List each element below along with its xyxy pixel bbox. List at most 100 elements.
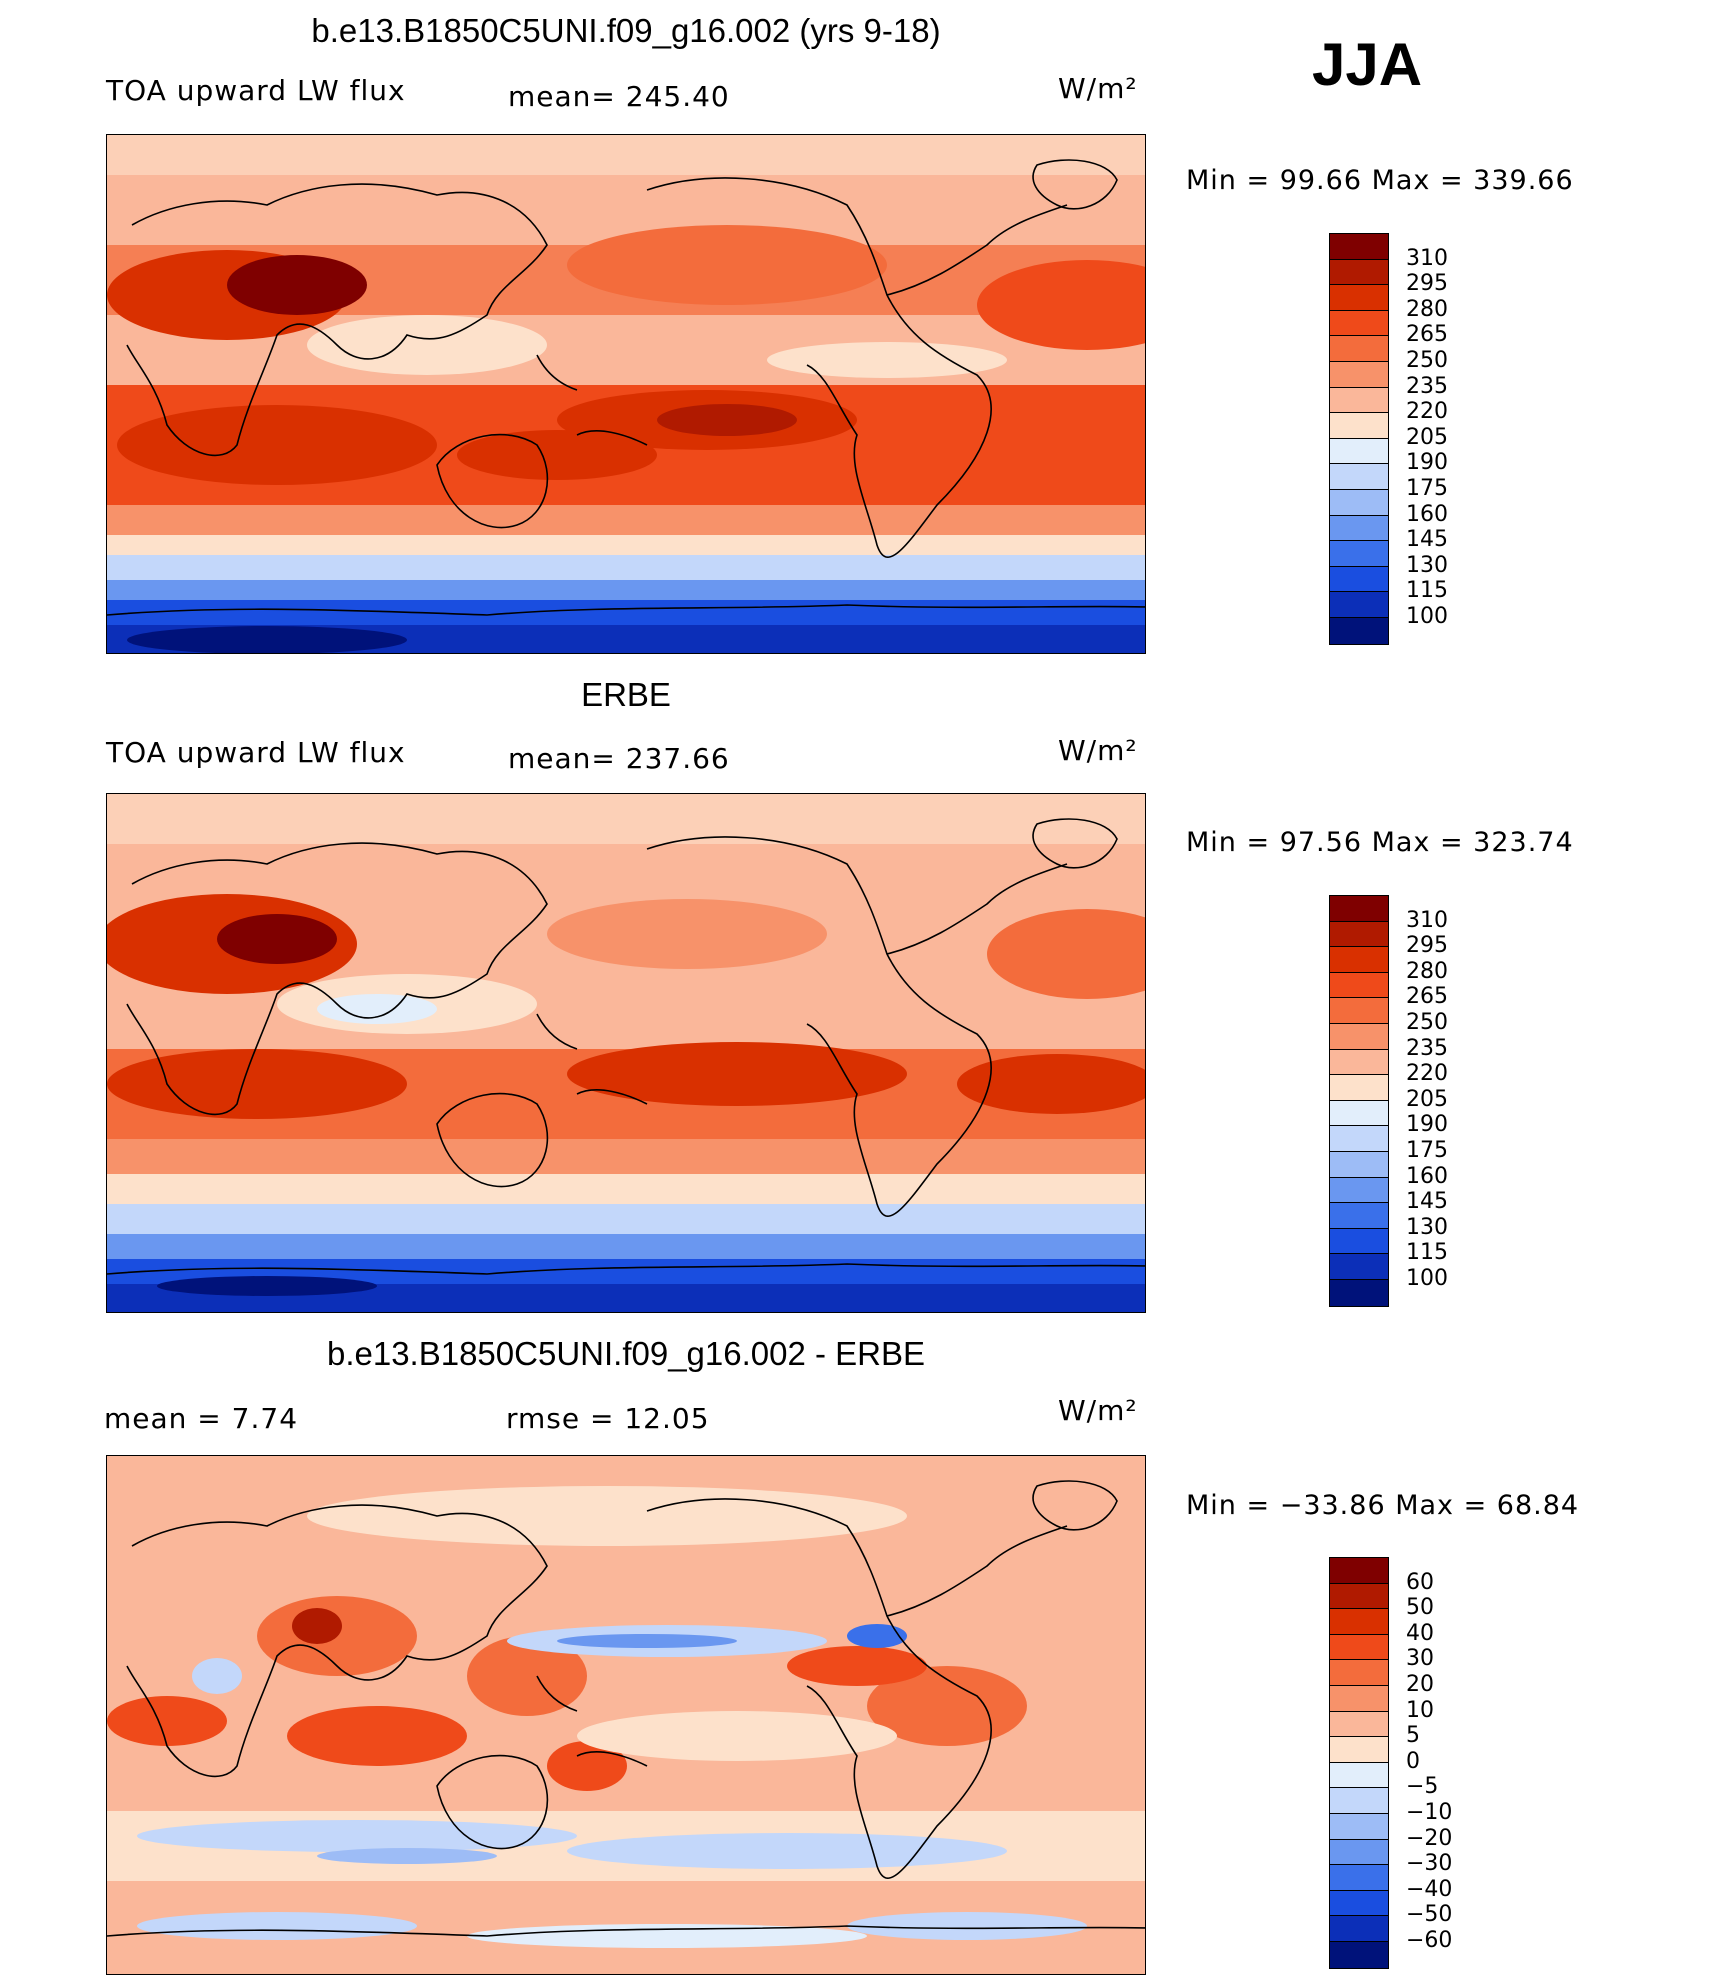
colorbar-swatch [1330,998,1388,1024]
colorbar-swatch [1330,1916,1388,1942]
colorbar-swatch [1330,234,1388,260]
colorbar-swatch [1330,361,1388,388]
colorbar-tick-label: 115 [1406,1240,1448,1266]
colorbar-swatch [1330,413,1388,439]
colorbar-swatch [1330,1228,1388,1255]
colorbar-swatch [1330,1558,1388,1584]
panel-1-mean-label: mean= 245.40 [508,80,730,113]
colorbar-tick-label: 40 [1406,1620,1434,1646]
colorbar-tick-label: −30 [1406,1851,1453,1877]
colorbar-swatch [1330,1075,1388,1101]
panel-3-field [107,1456,1145,1974]
panel-2-title: ERBE [581,676,671,713]
colorbar-swatch [1330,1634,1388,1661]
panel-1-units-label: W/m² [1058,72,1138,105]
colorbar-tick-label: 100 [1406,604,1448,629]
colorbar-tick-label: 310 [1406,245,1448,271]
colorbar-tick-label: 205 [1406,1086,1448,1112]
colorbar-tick-label: 160 [1406,501,1448,527]
colorbar-tick-label: 175 [1406,476,1448,501]
colorbar-swatch [1330,489,1388,516]
colorbar-tick-label: 10 [1406,1697,1434,1723]
colorbar-tick-label: 220 [1406,399,1448,425]
colorbar-tick-label: 115 [1406,578,1448,604]
colorbar-tick-label: 265 [1406,322,1448,348]
panel-3-title: b.e13.B1850C5UNI.f09_g16.002 - ERBE [326,1335,926,1372]
colorbar-tick-label: 265 [1406,984,1448,1010]
colorbar-swatch [1330,947,1388,973]
panel-2-map [106,793,1146,1313]
colorbar-tick-label: 280 [1406,958,1448,984]
colorbar-swatch [1330,1788,1388,1814]
colorbar-swatch [1330,515,1388,542]
panel-3-map [106,1455,1146,1975]
colorbar-swatch [1330,1685,1388,1712]
colorbar-swatch [1330,285,1388,311]
colorbar-tick-label: −5 [1406,1774,1439,1800]
colorbar-tick-label: 250 [1406,348,1448,373]
colorbar-tick-label: 20 [1406,1672,1434,1697]
panel-3-rmse-label: rmse = 12.05 [506,1402,710,1435]
panel-1-minmax: Min = 99.66 Max = 339.66 [1186,165,1574,196]
colorbar-tick-label: 30 [1406,1646,1434,1672]
colorbar-swatch [1330,1839,1388,1866]
colorbar-swatch [1330,1151,1388,1178]
panel-3-units-label: W/m² [1058,1394,1138,1427]
colorbar-swatch [1330,1737,1388,1763]
colorbar-swatch [1330,1126,1388,1152]
colorbar-swatch [1330,972,1388,999]
panel-2-minmax: Min = 97.56 Max = 323.74 [1186,827,1574,858]
colorbar-tick-label: 190 [1406,1112,1448,1138]
panel-2-field [107,794,1145,1312]
colorbar-swatch [1330,1762,1388,1789]
colorbar-tick-label: 130 [1406,552,1448,578]
colorbar-swatch [1330,1100,1388,1127]
colorbar-swatch [1330,1660,1388,1686]
colorbar-swatch [1330,566,1388,593]
panel-1-title: b.e13.B1850C5UNI.f09_g16.002 (yrs 9-18) [311,12,941,49]
colorbar-tick-label: 310 [1406,907,1448,933]
colorbar-tick-label: 280 [1406,296,1448,322]
colorbar-tick-label: 145 [1406,527,1448,553]
colorbar-swatch [1330,896,1388,922]
colorbar-tick-label: −60 [1406,1928,1453,1953]
colorbar-tick-label: 295 [1406,271,1448,297]
colorbar-swatch [1330,1279,1388,1306]
colorbar-swatch [1330,921,1388,948]
colorbar-swatch [1330,1890,1388,1917]
colorbar-swatch [1330,541,1388,567]
colorbar-tick-label: −20 [1406,1825,1453,1851]
colorbar-tick-label: 250 [1406,1010,1448,1035]
colorbar-tick-label: 160 [1406,1163,1448,1189]
colorbar-swatch [1330,1609,1388,1635]
colorbar-swatch [1330,1177,1388,1204]
colorbar-swatch [1330,438,1388,465]
colorbar-tick-label: 190 [1406,450,1448,476]
colorbar-swatch [1330,1023,1388,1050]
colorbar-tick-label: −10 [1406,1800,1453,1825]
panel-3-colorbar [1329,1557,1389,1969]
colorbar-tick-label: 60 [1406,1569,1434,1595]
colorbar-swatch [1330,310,1388,337]
colorbar-tick-label: 235 [1406,373,1448,399]
panel-2-units-label: W/m² [1058,734,1138,767]
panel-1-field [107,135,1145,653]
colorbar-swatch [1330,1049,1388,1076]
colorbar-tick-label: −50 [1406,1902,1453,1928]
colorbar-swatch [1330,259,1388,286]
colorbar-swatch [1330,1711,1388,1738]
colorbar-tick-label: 5 [1406,1723,1420,1749]
colorbar-tick-label: 235 [1406,1035,1448,1061]
colorbar-tick-label: 175 [1406,1138,1448,1163]
panel-1-map [106,134,1146,654]
panel-1-colorbar [1329,233,1389,645]
colorbar-swatch [1330,592,1388,618]
colorbar-swatch [1330,387,1388,414]
colorbar-tick-label: −40 [1406,1876,1453,1902]
colorbar-swatch [1330,617,1388,644]
colorbar-swatch [1330,464,1388,490]
colorbar-tick-label: 130 [1406,1214,1448,1240]
colorbar-tick-label: 220 [1406,1061,1448,1087]
colorbar-tick-label: 100 [1406,1266,1448,1291]
panel-3-minmax: Min = −33.86 Max = 68.84 [1186,1490,1580,1521]
